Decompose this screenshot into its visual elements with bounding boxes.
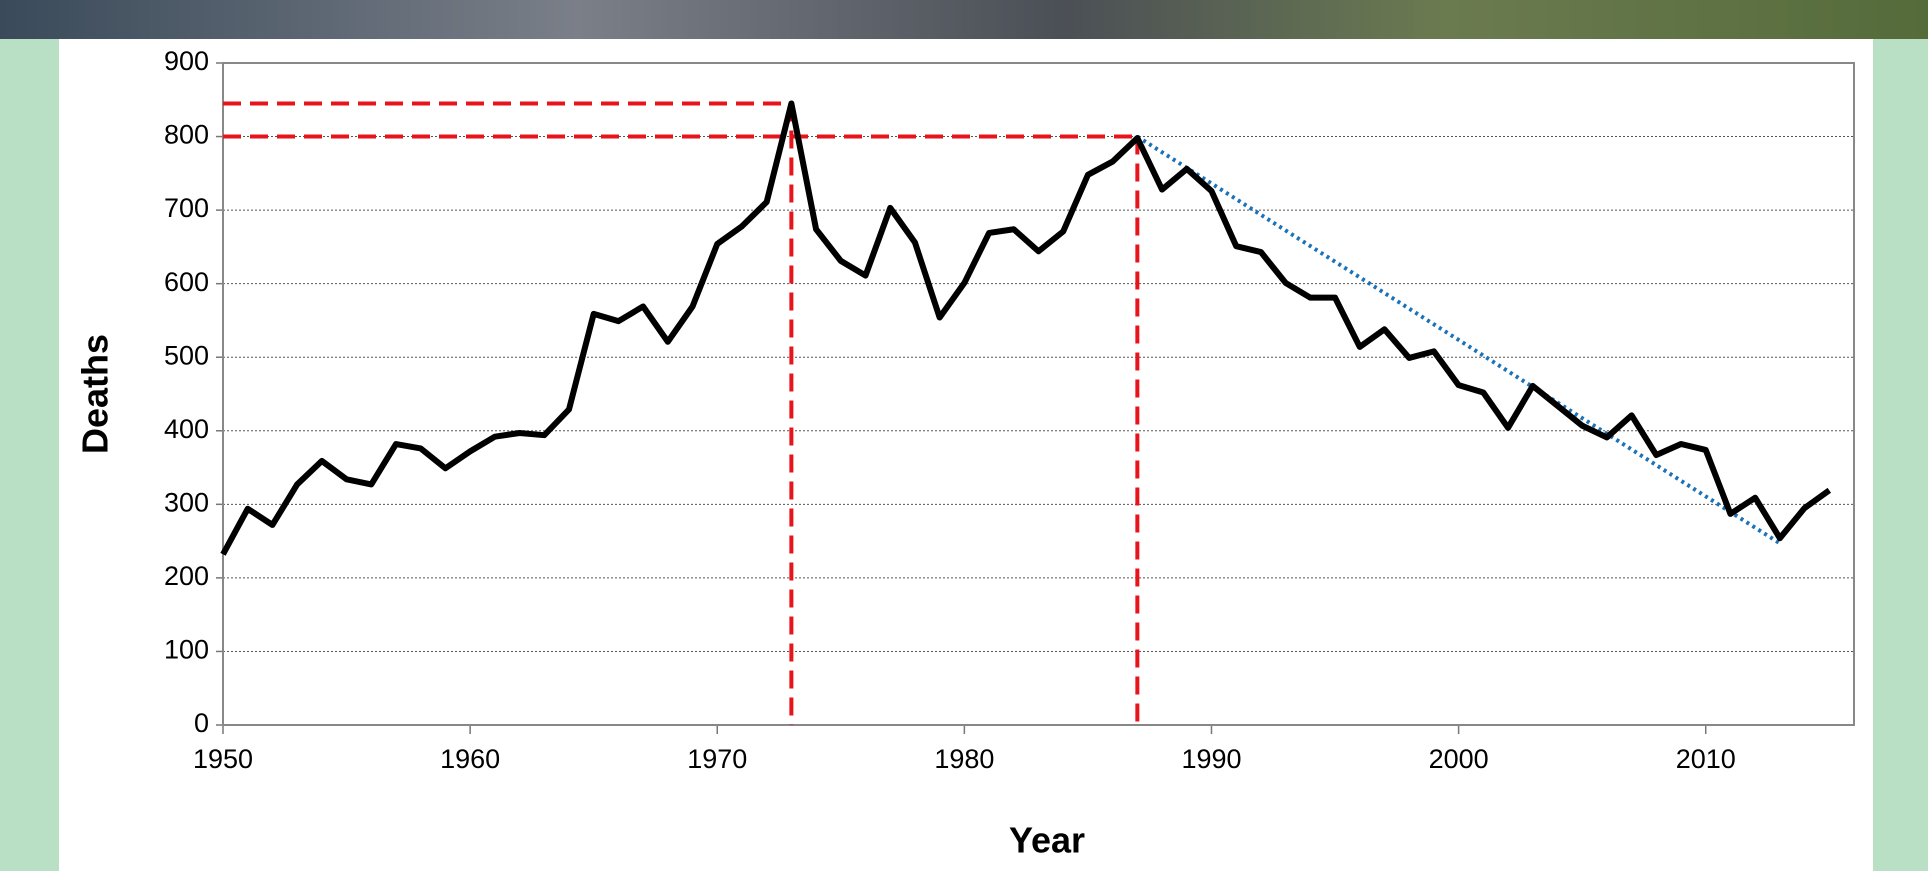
x-tick-label: 1990 (1181, 744, 1241, 774)
x-tick-label: 1970 (687, 744, 747, 774)
y-tick-label: 0 (194, 708, 209, 738)
x-tick-label: 1950 (193, 744, 253, 774)
y-tick-label: 500 (164, 340, 209, 370)
y-tick-label: 400 (164, 414, 209, 444)
header-photo (0, 0, 1928, 39)
x-tick-label: 2010 (1676, 744, 1736, 774)
x-tick-label: 1960 (440, 744, 500, 774)
x-tick-label: 1980 (934, 744, 994, 774)
page: Deaths Year 0 100 200 300 400 500 600 700 800 900… (0, 0, 1928, 871)
y-tick-label: 300 (164, 487, 209, 517)
y-axis-title: Deaths (75, 334, 116, 454)
x-tick-label: 2000 (1429, 744, 1489, 774)
y-tick-label: 800 (164, 120, 209, 150)
y-tick-label: 100 (164, 635, 209, 665)
y-tick-label: 900 (164, 46, 209, 76)
y-tick-label: 600 (164, 267, 209, 297)
x-axis-title: Year (1009, 820, 1085, 861)
y-tick-label: 700 (164, 193, 209, 223)
y-tick-label: 200 (164, 561, 209, 591)
chart: Deaths Year 0 100 200 300 400 500 600 700 800 900… (0, 0, 1928, 871)
